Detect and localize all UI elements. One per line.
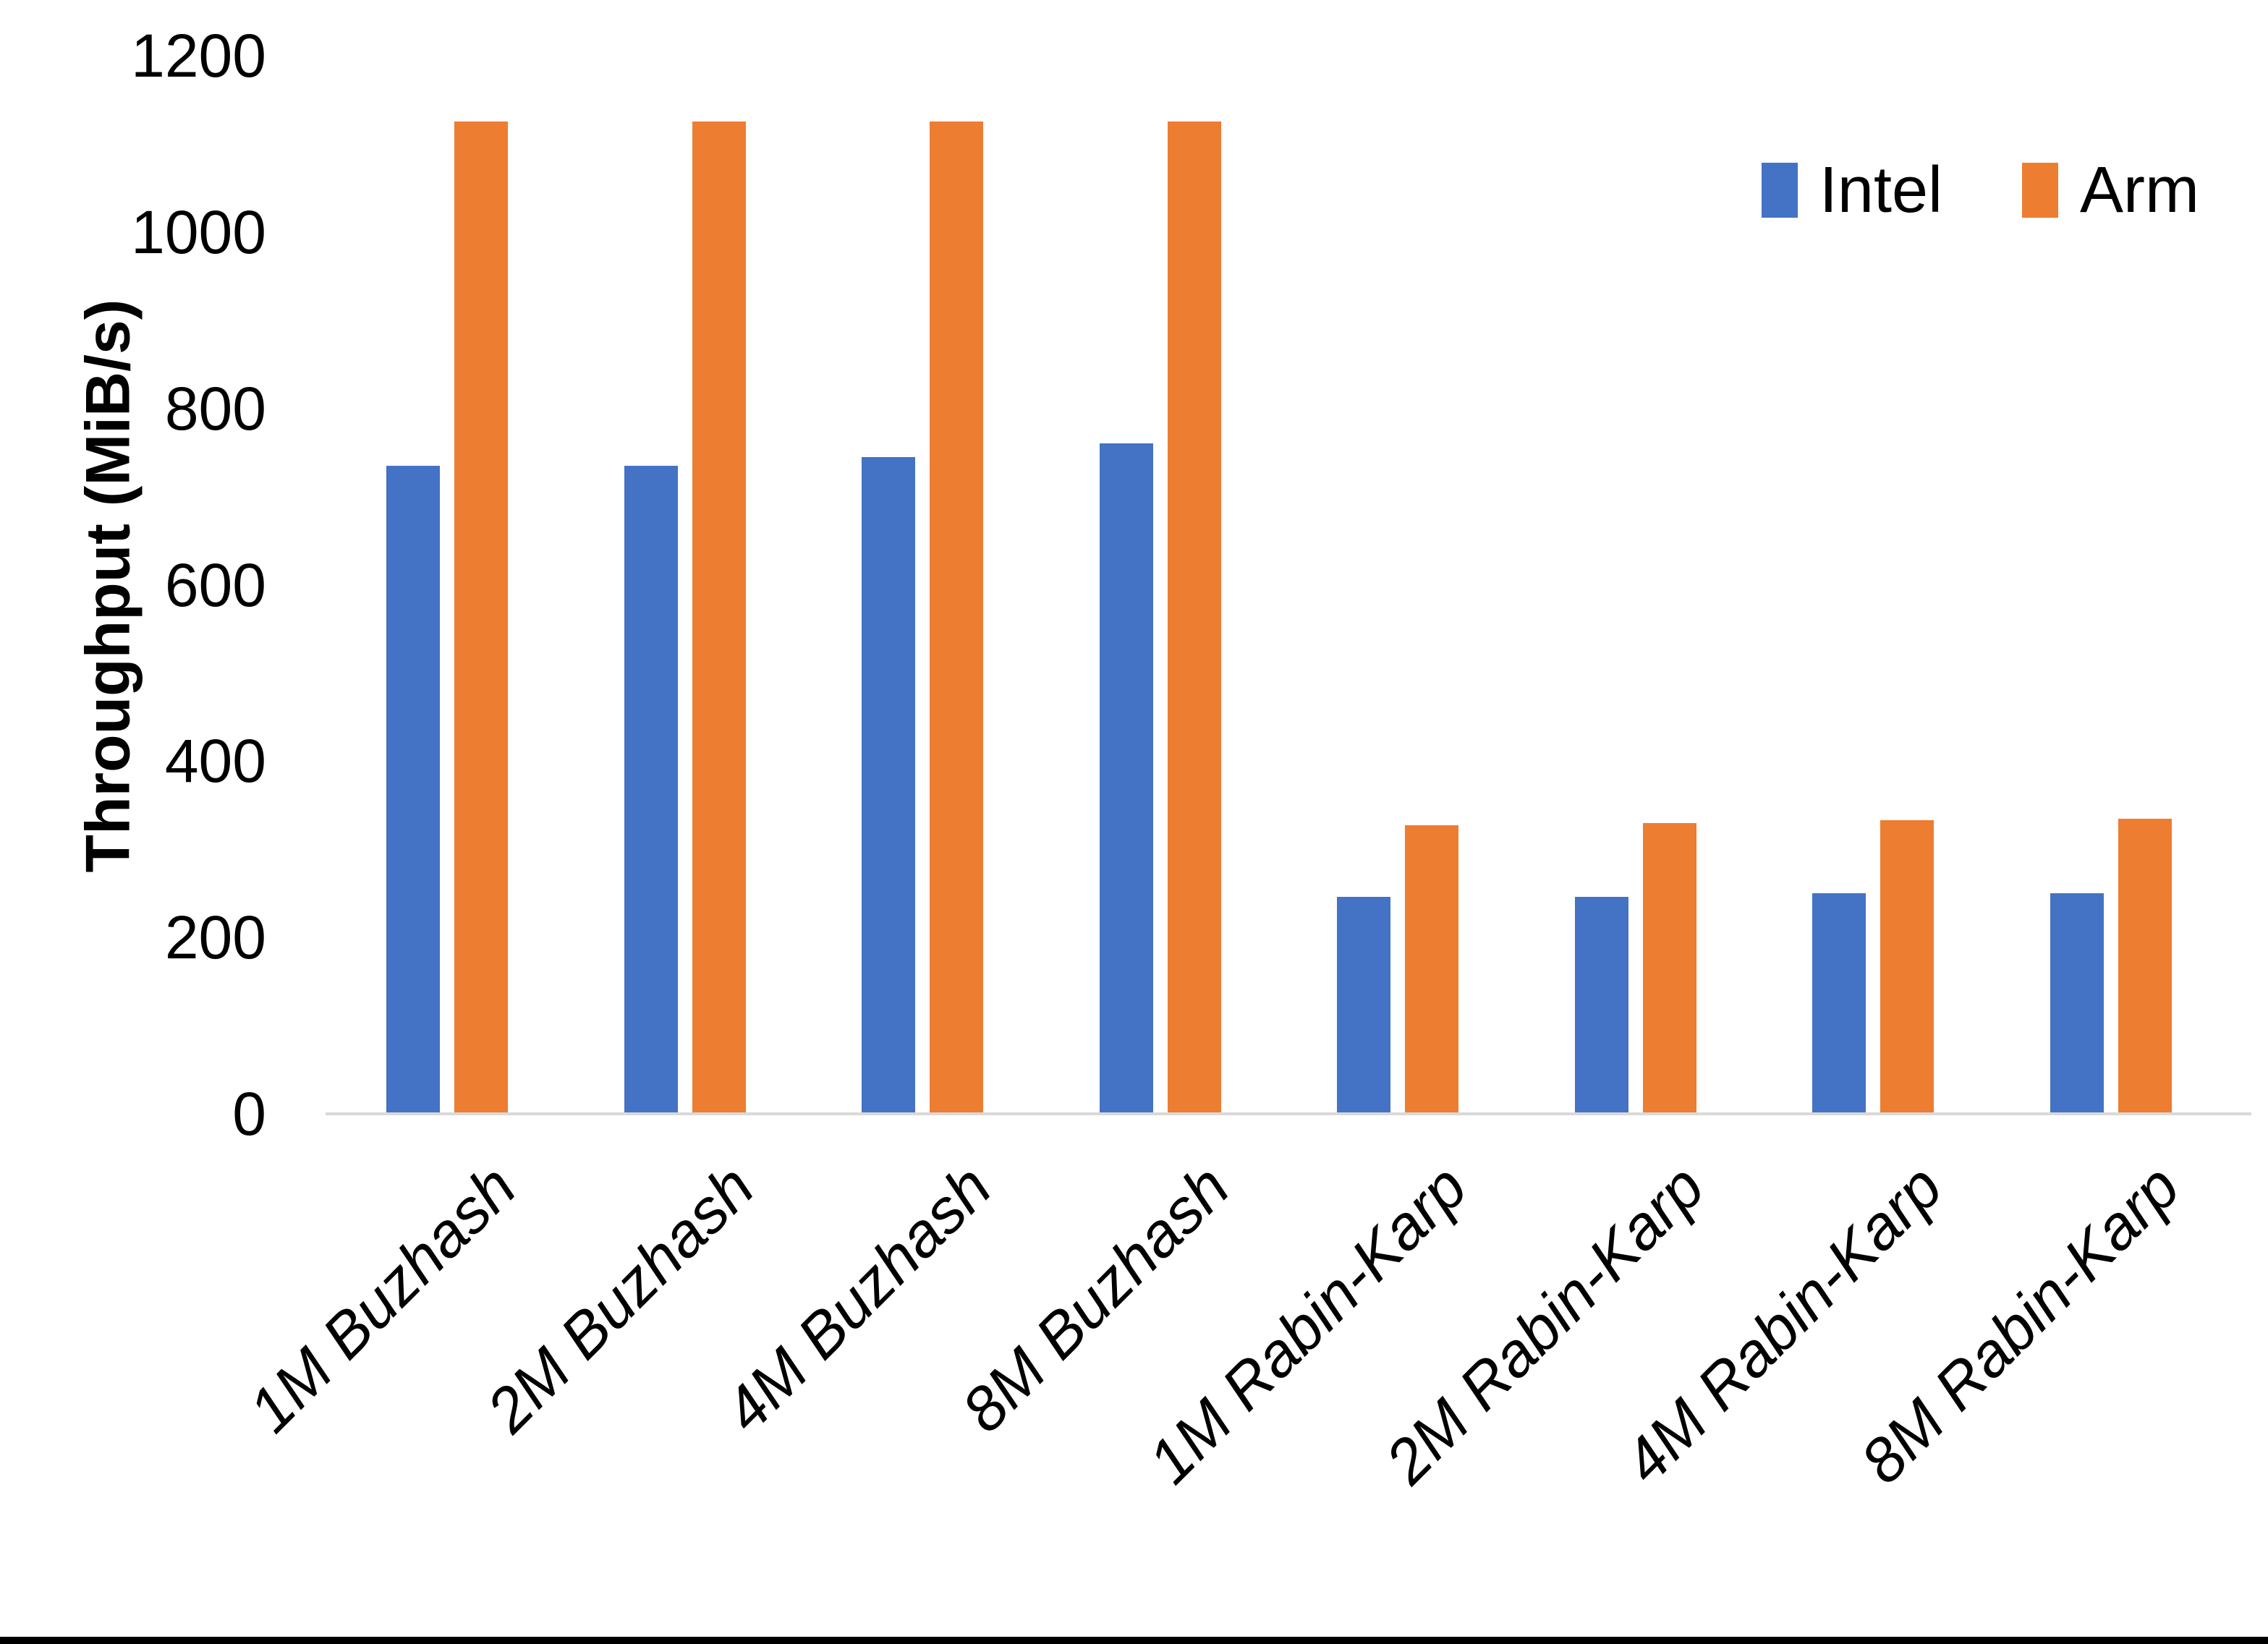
legend-label-arm: Arm (2080, 154, 2199, 226)
bar-arm-1m-rabin-karp (1405, 825, 1459, 1114)
bar-arm-8m-rabin-karp (2118, 818, 2172, 1114)
y-tick-label-400: 400 (164, 727, 266, 796)
bar-intel-2m-buzhash (624, 465, 678, 1114)
bar-arm-8m-buzhash (1167, 122, 1221, 1114)
legend-entry-intel: Intel (1761, 154, 1943, 226)
bar-intel-1m-rabin-karp (1337, 897, 1391, 1114)
y-tick-label-800: 800 (164, 374, 266, 443)
legend-label-intel: Intel (1819, 154, 1943, 226)
bar-intel-1m-buzhash (386, 465, 441, 1114)
bar-arm-2m-buzhash (692, 122, 746, 1114)
legend-swatch-arm (2022, 163, 2059, 218)
y-tick-label-0: 0 (232, 1080, 266, 1148)
legend-entry-arm: Arm (2022, 158, 2199, 223)
x-axis-baseline (326, 1112, 2251, 1115)
bar-intel-8m-buzhash (1099, 443, 1153, 1114)
legend-swatch-intel (1761, 163, 1798, 218)
bar-arm-2m-rabin-karp (1642, 822, 1696, 1114)
y-tick-label-1000: 1000 (131, 197, 266, 266)
bar-intel-2m-rabin-karp (1574, 897, 1628, 1114)
y-tick-label-1200: 1200 (131, 22, 266, 90)
bar-intel-4m-rabin-karp (1812, 893, 1866, 1114)
bar-intel-4m-buzhash (862, 456, 916, 1114)
bar-arm-4m-buzhash (930, 122, 984, 1114)
page-bottom-border (0, 1637, 2268, 1644)
bar-arm-4m-rabin-karp (1880, 820, 1934, 1114)
bar-intel-8m-rabin-karp (2050, 893, 2104, 1114)
legend: Intel Arm (1761, 154, 2199, 226)
bar-arm-1m-buzhash (454, 122, 509, 1114)
y-tick-label-200: 200 (164, 903, 266, 972)
y-tick-label-600: 600 (164, 550, 266, 619)
